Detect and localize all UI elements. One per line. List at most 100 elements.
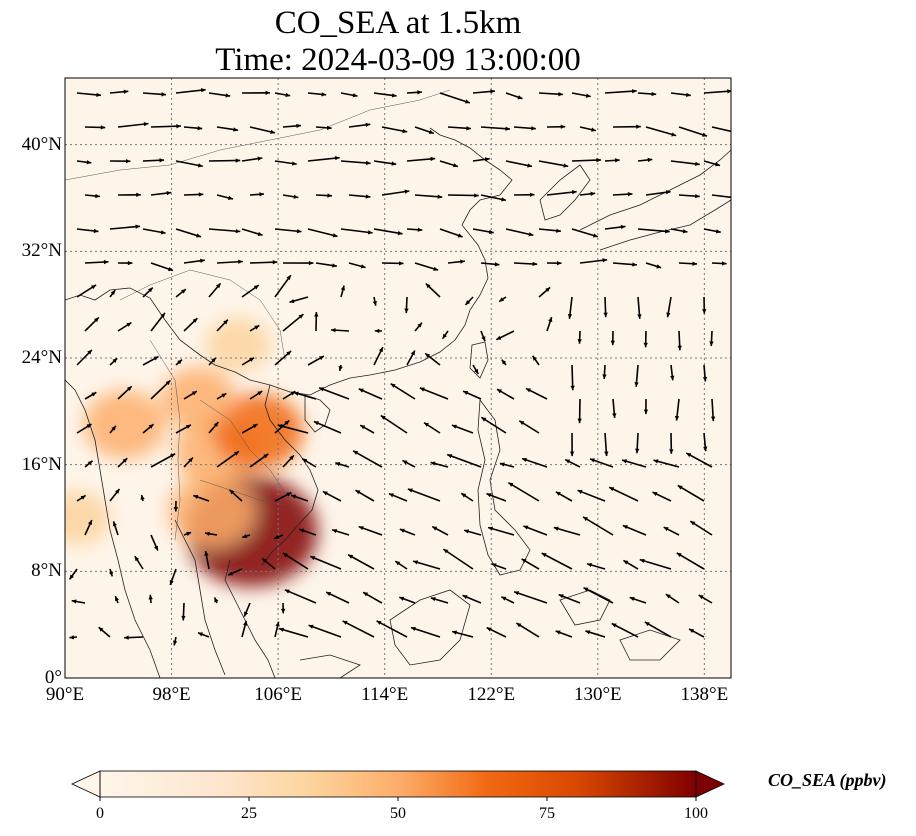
colorbar-tick-label: 100 — [684, 805, 708, 822]
lat-tick-label: 24°N — [21, 347, 62, 368]
wind-arrow — [711, 126, 731, 133]
wind-arrow — [406, 90, 422, 95]
wind-arrow — [652, 491, 672, 502]
wind-arrow — [670, 92, 691, 98]
wind-arrow — [629, 596, 647, 604]
wind-arrow — [404, 296, 409, 314]
wind-arrow — [76, 160, 92, 165]
wind-arrow — [546, 124, 566, 129]
wind-arrow — [242, 533, 251, 539]
wind-arrow — [142, 355, 159, 366]
wind-arrow — [447, 126, 471, 131]
wind-arrow — [278, 627, 309, 638]
wind-arrow — [523, 525, 548, 536]
wind-arrow — [463, 529, 482, 536]
wind-arrow — [117, 385, 133, 400]
colorbar-tick-label: 0 — [96, 805, 104, 822]
colorbar — [71, 770, 725, 801]
wind-arrow — [241, 284, 260, 298]
wind-arrow — [702, 364, 708, 382]
wind-arrow — [261, 557, 276, 570]
wind-arrow — [282, 123, 302, 129]
wind-arrow — [117, 192, 141, 197]
wind-arrow — [307, 155, 340, 162]
wind-arrow — [175, 288, 187, 298]
wind-arrow — [676, 552, 705, 570]
wind-arrow — [142, 423, 154, 434]
wind-arrow — [541, 552, 573, 570]
wind-arrow — [505, 228, 534, 237]
wind-arrow — [308, 624, 342, 638]
wind-arrow — [282, 194, 299, 199]
wind-arrow — [142, 228, 166, 235]
wind-arrow — [249, 260, 278, 265]
wind-arrow — [114, 595, 120, 604]
wind-arrow — [71, 599, 86, 604]
wind-arrow — [340, 92, 358, 98]
wind-arrow — [241, 156, 263, 162]
wind-vectors — [68, 88, 731, 646]
wind-arrow — [577, 489, 606, 502]
wind-arrow — [602, 364, 607, 380]
wind-arrow — [513, 126, 536, 131]
wind-arrow — [462, 594, 482, 604]
lat-tick-label: 16°N — [21, 453, 62, 475]
wind-arrow — [347, 554, 375, 570]
wind-arrow — [282, 454, 295, 468]
wind-arrow — [142, 92, 167, 97]
wind-arrow — [134, 555, 144, 570]
wind-arrow — [241, 357, 255, 366]
wind-arrow — [197, 632, 210, 638]
wind-arrow — [577, 330, 582, 344]
wind-arrow — [109, 159, 131, 164]
wind-arrow — [414, 126, 435, 135]
co-plume-4 — [168, 475, 255, 548]
wind-arrow — [112, 521, 119, 536]
lon-tick-label: 130°E — [573, 684, 622, 705]
wind-arrow — [644, 621, 672, 638]
wind-arrow — [204, 531, 218, 536]
wind-arrow — [227, 568, 243, 576]
wind-arrow — [142, 158, 165, 163]
wind-arrow — [430, 461, 449, 468]
wind-arrow — [314, 312, 319, 332]
wind-arrow — [358, 525, 383, 536]
wind-arrow — [380, 414, 408, 434]
wind-arrow — [546, 316, 553, 332]
wind-arrow — [183, 126, 203, 131]
wind-arrow — [175, 88, 206, 94]
wind-arrow — [637, 228, 670, 234]
wind-arrow — [372, 296, 377, 306]
wind-arrow — [637, 296, 642, 319]
wind-arrow — [505, 160, 533, 168]
wind-arrow — [274, 621, 280, 638]
wind-arrow — [150, 124, 181, 129]
wind-arrow — [513, 590, 548, 604]
wind-arrow — [546, 260, 562, 266]
wind-arrow — [645, 190, 671, 196]
wind-arrow — [243, 602, 251, 617]
co-plume-1 — [212, 393, 304, 470]
wind-arrow — [173, 636, 178, 646]
wind-arrow — [208, 158, 241, 163]
wind-arrow — [567, 296, 573, 319]
wind-arrow — [307, 355, 325, 366]
wind-arrow — [348, 122, 371, 128]
wind-arrow — [472, 364, 479, 375]
wind-arrow — [142, 286, 154, 298]
lon-tick-label: 106°E — [254, 684, 302, 705]
wind-arrow — [546, 190, 577, 196]
wind-arrow — [249, 324, 260, 332]
wind-arrow — [109, 425, 117, 434]
wind-arrow — [677, 330, 682, 351]
wind-arrow — [521, 558, 540, 570]
wind-arrow — [521, 457, 548, 468]
wind-arrow — [643, 398, 649, 415]
colorbar-tick-label: 75 — [539, 805, 555, 822]
wind-arrow — [430, 597, 449, 604]
wind-arrow — [216, 392, 227, 400]
wind-arrow — [451, 630, 474, 638]
colorbar-extend-min — [71, 770, 101, 798]
wind-arrow — [108, 568, 114, 577]
wind-arrow — [208, 228, 241, 234]
